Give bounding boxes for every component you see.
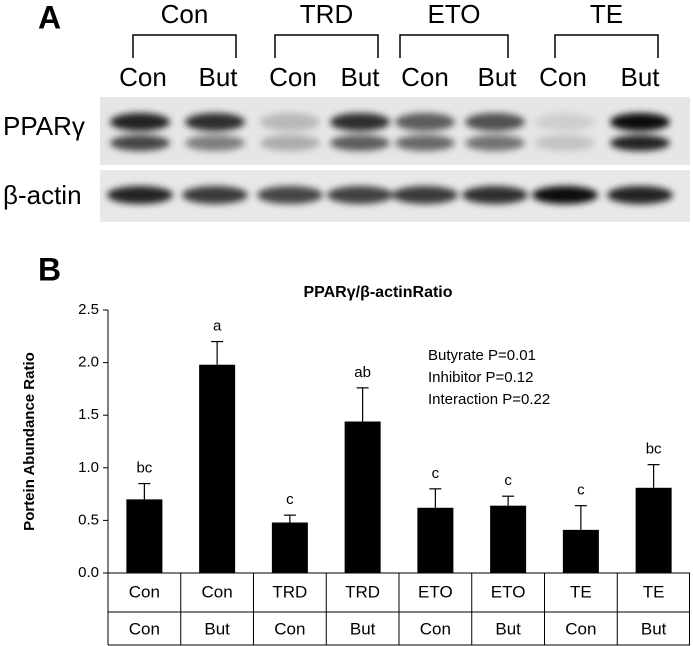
significance-letter: c [286, 491, 294, 508]
band [395, 113, 455, 131]
lane-label: But [340, 62, 380, 92]
significance-letter: c [432, 465, 440, 482]
group-label: TE [590, 0, 623, 29]
row-label: PPARγ [3, 111, 85, 141]
annotation: Butyrate P=0.01 [428, 347, 536, 364]
band [465, 113, 525, 131]
band [462, 186, 528, 204]
band [260, 135, 320, 151]
x-tick-label: Con [274, 619, 305, 638]
band [610, 135, 670, 151]
bar [271, 522, 308, 573]
lane-label: Con [401, 62, 449, 92]
bracket [274, 34, 379, 58]
chart-title: PPARγ/β-actinRatio [303, 284, 452, 301]
x-tick-label: ETO [491, 582, 526, 601]
band [257, 186, 323, 204]
x-tick-label: TRD [345, 582, 380, 601]
band [465, 135, 525, 151]
significance-letter: c [577, 482, 585, 499]
blot-ppar [100, 97, 690, 165]
bar [126, 499, 163, 573]
lane-label: Con [269, 62, 317, 92]
group-label: Con [161, 0, 209, 29]
significance-letter: ab [354, 364, 371, 381]
band [330, 113, 390, 131]
band [185, 135, 245, 151]
lane-label: Con [539, 62, 587, 92]
bracket [399, 34, 509, 58]
significance-letter: bc [136, 460, 152, 477]
bands [107, 113, 673, 204]
bracket [132, 34, 237, 58]
band [607, 186, 673, 204]
x-tick-label: Con [565, 619, 596, 638]
band [610, 113, 670, 131]
band [182, 186, 248, 204]
band [327, 186, 393, 204]
band [107, 186, 173, 204]
y-tick-label: 1.5 [78, 406, 99, 423]
bar [635, 487, 672, 573]
band [110, 135, 170, 151]
bar [417, 507, 454, 573]
y-tick-label: 1.0 [78, 459, 99, 476]
panel-label: A [38, 0, 61, 35]
band [185, 113, 245, 131]
band [260, 113, 320, 131]
lane-label: But [198, 62, 238, 92]
bar [562, 529, 599, 573]
bracket [554, 34, 659, 58]
bar [490, 505, 527, 573]
lane-label: But [620, 62, 660, 92]
panel-label: B [38, 251, 61, 287]
y-tick-label: 2.5 [78, 301, 99, 318]
y-tick-label: 2.0 [78, 354, 99, 371]
significance-letter: bc [646, 441, 662, 458]
x-tick-label: Con [129, 619, 160, 638]
x-tick-label: TE [570, 582, 592, 601]
significance-letter: c [504, 472, 512, 489]
y-tick-label: 0.5 [78, 511, 99, 528]
band [392, 186, 458, 204]
x-tick-label: Con [202, 582, 233, 601]
band [395, 135, 455, 151]
x-tick-label: But [204, 619, 230, 638]
x-tick-label: But [495, 619, 521, 638]
band [110, 113, 170, 131]
x-tick-label: Con [129, 582, 160, 601]
row-label: β-actin [3, 180, 82, 210]
x-tick-label: TRD [272, 582, 307, 601]
lane-label: But [477, 62, 517, 92]
band [532, 186, 598, 204]
x-tick-label: TE [643, 582, 665, 601]
significance-letter: a [213, 318, 222, 335]
band [535, 135, 595, 151]
band [535, 113, 595, 131]
group-label: TRD [300, 0, 353, 29]
group-label: ETO [428, 0, 481, 29]
x-tick-label: Con [420, 619, 451, 638]
annotation: Interaction P=0.22 [428, 391, 550, 408]
band [330, 135, 390, 151]
y-tick-label: 0.0 [78, 564, 99, 581]
x-tick-label: ETO [418, 582, 453, 601]
bar [199, 364, 236, 573]
bar [344, 421, 381, 573]
lane-label: Con [119, 62, 167, 92]
x-tick-label: But [350, 619, 376, 638]
y-axis-label: Portein Abundance Ratio [21, 352, 38, 531]
annotation: Inhibitor P=0.12 [428, 369, 534, 386]
x-tick-label: But [641, 619, 667, 638]
